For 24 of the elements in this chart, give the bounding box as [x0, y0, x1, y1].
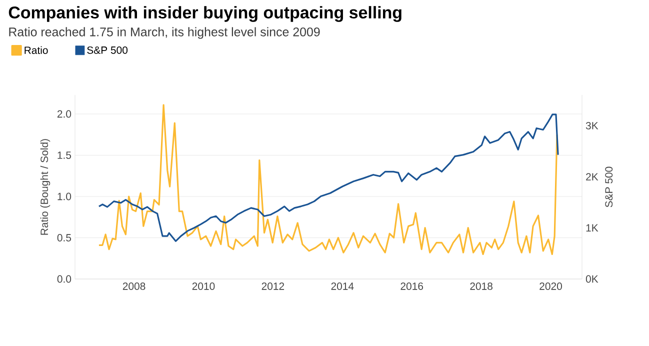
line-series: [98, 104, 558, 256]
y2-tick-label: 3K: [586, 122, 598, 130]
y-axis-title: Ratio (Bought / Sold): [40, 139, 50, 235]
y-tick-label: 0.0: [57, 275, 72, 283]
line-series: [98, 114, 559, 242]
y-tick-label: 0.5: [57, 234, 72, 242]
x-tick-label: 2020: [540, 282, 562, 290]
x-tick-label: 2018: [470, 282, 492, 290]
y-tick-label: 2.0: [57, 110, 72, 118]
x-tick-label: 2012: [262, 282, 284, 290]
chart-subtitle: Ratio reached 1.75 in March, its highest level since 2009: [9, 27, 320, 39]
x-tick-label: 2008: [122, 282, 146, 290]
y2-tick-label: 0K: [586, 275, 598, 283]
y-tick-label: 1.5: [58, 152, 72, 159]
y2-tick-label: 2K: [586, 173, 598, 180]
legend-label: Ratio: [24, 46, 48, 54]
y-tick-label: 1.0: [58, 192, 72, 200]
x-tick-label: 2016: [400, 282, 424, 290]
y2-axis-title: S&P 500: [605, 166, 613, 208]
x-tick-label: 2010: [192, 282, 215, 290]
y2-tick-label: 1K: [586, 224, 598, 232]
legend-label: S&P 500: [87, 46, 128, 54]
chart-title: Companies with insider buying outpacing selling: [8, 6, 402, 22]
x-tick-label: 2014: [331, 282, 354, 290]
